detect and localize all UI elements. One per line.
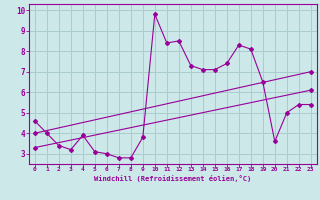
X-axis label: Windchill (Refroidissement éolien,°C): Windchill (Refroidissement éolien,°C) [94,175,252,182]
